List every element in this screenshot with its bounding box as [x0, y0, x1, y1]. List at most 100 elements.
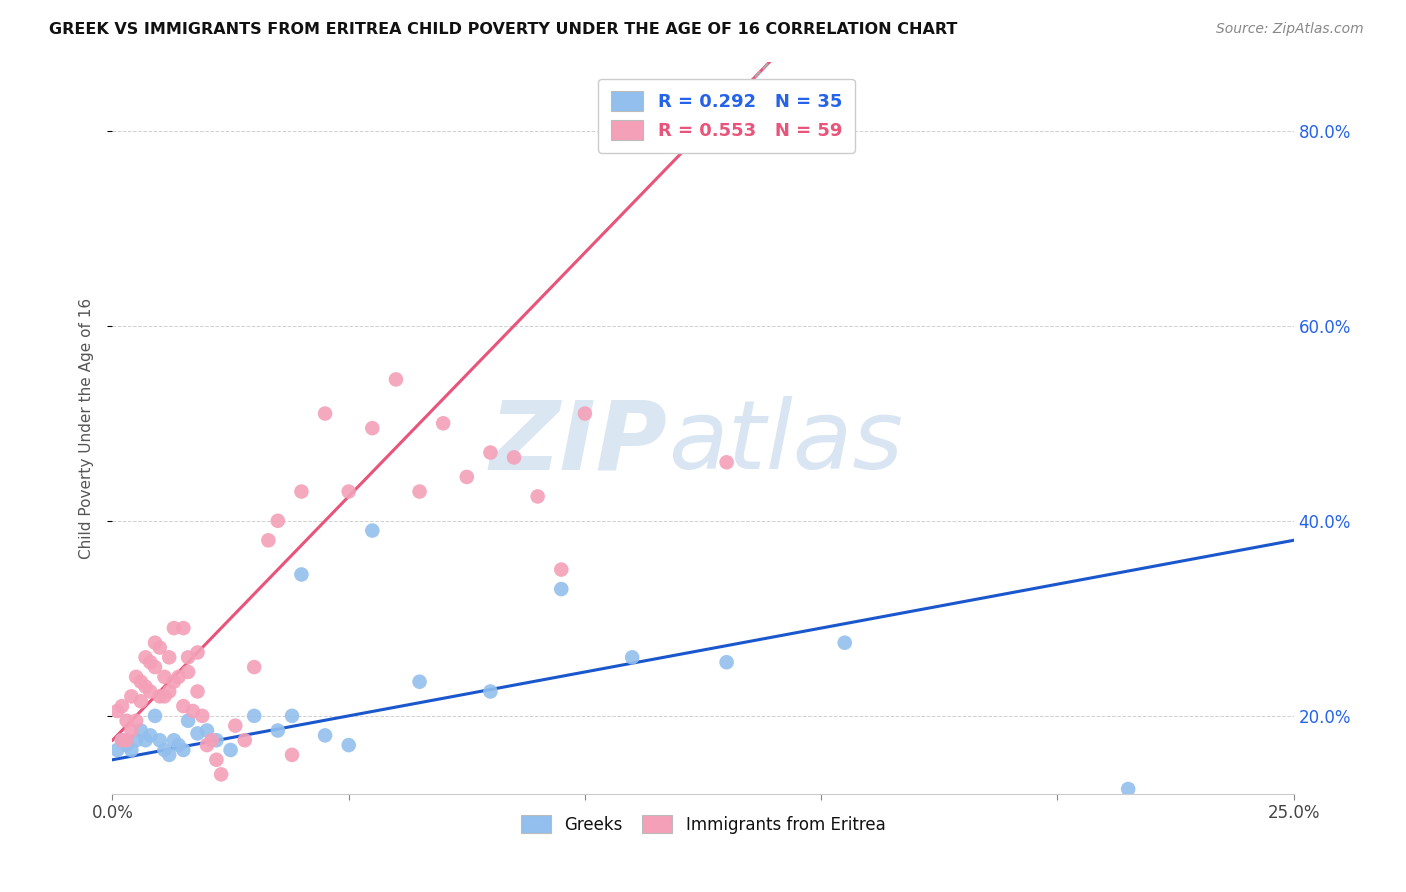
Point: [153, 690, 176, 704]
Point: [281, 747, 304, 762]
Point: [233, 733, 256, 747]
Point: [456, 470, 478, 484]
Point: [314, 728, 336, 742]
Point: [125, 670, 148, 684]
Point: [143, 660, 166, 674]
Point: [111, 733, 134, 747]
Point: [163, 674, 186, 689]
Point: [479, 684, 502, 698]
Point: [224, 718, 246, 732]
Point: [139, 655, 162, 669]
Point: [195, 723, 218, 738]
Point: [574, 407, 596, 421]
Point: [550, 563, 572, 577]
Point: [163, 733, 186, 747]
Point: [125, 733, 148, 747]
Point: [267, 723, 290, 738]
Point: [181, 704, 204, 718]
Point: [385, 372, 408, 386]
Point: [361, 421, 384, 435]
Point: [432, 417, 454, 431]
Point: [163, 621, 186, 635]
Point: [267, 514, 290, 528]
Point: [115, 714, 138, 728]
Point: [408, 484, 430, 499]
Point: [243, 709, 266, 723]
Point: [281, 709, 304, 723]
Point: [120, 690, 142, 704]
Point: [115, 738, 138, 752]
Point: [153, 670, 176, 684]
Text: ZIP: ZIP: [489, 396, 668, 490]
Point: [191, 709, 214, 723]
Point: [205, 733, 228, 747]
Point: [186, 726, 208, 740]
Point: [172, 699, 194, 714]
Point: [143, 636, 166, 650]
Point: [526, 490, 548, 504]
Point: [135, 680, 157, 694]
Point: [257, 533, 280, 548]
Text: atlas: atlas: [668, 396, 903, 490]
Point: [143, 709, 166, 723]
Point: [621, 650, 644, 665]
Point: [186, 645, 208, 659]
Point: [195, 738, 218, 752]
Text: GREEK VS IMMIGRANTS FROM ERITREA CHILD POVERTY UNDER THE AGE OF 16 CORRELATION C: GREEK VS IMMIGRANTS FROM ERITREA CHILD P…: [49, 22, 957, 37]
Point: [550, 582, 572, 596]
Point: [834, 636, 856, 650]
Point: [120, 723, 142, 738]
Point: [167, 670, 190, 684]
Point: [1022, 801, 1045, 815]
Point: [290, 484, 312, 499]
Point: [111, 699, 134, 714]
Point: [157, 747, 180, 762]
Point: [337, 484, 360, 499]
Point: [337, 738, 360, 752]
Point: [129, 694, 152, 708]
Point: [167, 738, 190, 752]
Point: [111, 733, 134, 747]
Text: Source: ZipAtlas.com: Source: ZipAtlas.com: [1216, 22, 1364, 37]
Point: [129, 674, 152, 689]
Point: [408, 674, 430, 689]
Point: [139, 684, 162, 698]
Point: [219, 743, 242, 757]
Y-axis label: Child Poverty Under the Age of 16: Child Poverty Under the Age of 16: [79, 298, 94, 558]
Legend: Greeks, Immigrants from Eritrea: Greeks, Immigrants from Eritrea: [515, 808, 891, 840]
Point: [157, 684, 180, 698]
Point: [135, 733, 157, 747]
Point: [105, 704, 128, 718]
Point: [201, 733, 224, 747]
Point: [290, 567, 312, 582]
Point: [205, 753, 228, 767]
Point: [716, 655, 738, 669]
Point: [177, 665, 200, 679]
Point: [479, 445, 502, 459]
Point: [361, 524, 384, 538]
Point: [1116, 782, 1139, 797]
Point: [149, 733, 172, 747]
Point: [172, 743, 194, 757]
Point: [157, 650, 180, 665]
Point: [153, 743, 176, 757]
Point: [209, 767, 232, 781]
Point: [716, 455, 738, 469]
Point: [149, 640, 172, 655]
Point: [115, 733, 138, 747]
Point: [314, 407, 336, 421]
Point: [129, 723, 152, 738]
Point: [219, 846, 242, 860]
Point: [139, 728, 162, 742]
Point: [503, 450, 526, 465]
Point: [243, 660, 266, 674]
Point: [120, 743, 142, 757]
Point: [125, 714, 148, 728]
Point: [149, 690, 172, 704]
Point: [177, 714, 200, 728]
Point: [186, 684, 208, 698]
Point: [135, 650, 157, 665]
Point: [105, 743, 128, 757]
Point: [177, 650, 200, 665]
Point: [172, 621, 194, 635]
